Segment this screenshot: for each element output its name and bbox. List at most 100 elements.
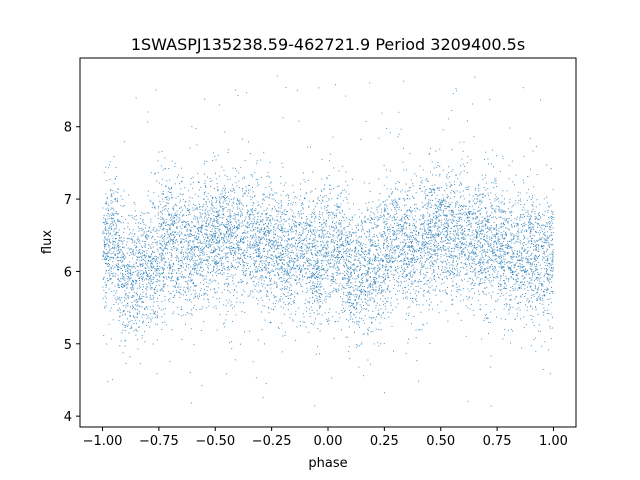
data-point [531, 242, 533, 244]
data-point [476, 277, 478, 279]
data-point [368, 229, 370, 231]
data-point [256, 246, 258, 248]
data-point [504, 224, 505, 225]
data-point [505, 232, 507, 233]
data-point [349, 357, 351, 359]
data-point [325, 301, 327, 303]
data-point [223, 238, 225, 240]
data-point [264, 287, 266, 289]
data-point [535, 267, 537, 269]
data-point [408, 219, 410, 220]
data-point [524, 230, 526, 232]
data-point [215, 271, 217, 273]
data-point [252, 202, 254, 203]
data-point [276, 284, 278, 286]
data-point [408, 187, 410, 189]
data-point [324, 299, 325, 301]
data-point [373, 283, 375, 285]
data-point [328, 263, 330, 265]
data-point [222, 208, 224, 210]
data-point [410, 247, 412, 249]
data-point [338, 206, 340, 208]
data-point [267, 217, 269, 219]
data-point [520, 200, 522, 202]
data-point [234, 290, 236, 291]
data-point [551, 216, 553, 218]
data-point [123, 284, 124, 286]
data-point [448, 242, 450, 244]
data-point [181, 276, 182, 278]
data-point [300, 195, 302, 197]
data-point [154, 206, 155, 208]
data-point [502, 266, 504, 268]
data-point [499, 245, 501, 247]
data-point [177, 268, 179, 270]
data-point [274, 245, 276, 247]
data-point [156, 373, 158, 375]
data-point [435, 260, 437, 262]
data-point [338, 267, 340, 269]
data-point [266, 239, 268, 241]
data-point [489, 229, 491, 231]
data-point [360, 138, 362, 140]
data-point [217, 253, 219, 255]
data-point [357, 286, 359, 288]
data-point [422, 234, 424, 236]
data-point [548, 273, 550, 275]
data-point [221, 217, 223, 219]
data-point [498, 228, 500, 229]
data-point [473, 261, 475, 262]
data-point [477, 271, 479, 273]
data-point [167, 224, 169, 225]
data-point [327, 258, 329, 260]
data-point [336, 250, 338, 252]
data-point [197, 172, 199, 174]
data-point [546, 287, 548, 289]
data-point [194, 260, 196, 262]
data-point [347, 251, 349, 253]
data-point [136, 287, 138, 289]
data-point [205, 278, 207, 280]
data-point [520, 318, 521, 320]
data-point [170, 280, 172, 282]
data-point [160, 225, 162, 227]
data-point [288, 265, 290, 267]
data-point [437, 245, 439, 247]
data-point [531, 283, 533, 285]
data-point [277, 326, 279, 328]
data-point [193, 252, 195, 254]
data-point [203, 293, 205, 294]
data-point [437, 228, 439, 230]
data-point [342, 200, 344, 202]
data-point [279, 244, 281, 246]
data-point [488, 244, 490, 246]
data-point [536, 247, 537, 249]
data-point [497, 276, 499, 278]
data-point [221, 195, 223, 197]
data-point [410, 323, 412, 325]
data-point [174, 269, 175, 271]
data-point [341, 304, 343, 306]
data-point [114, 254, 116, 256]
data-point [137, 253, 139, 254]
data-point [520, 281, 522, 283]
data-point [241, 280, 243, 282]
data-point [267, 172, 269, 173]
data-point [161, 234, 163, 236]
data-point [240, 256, 242, 258]
data-point [296, 246, 298, 248]
data-point [193, 203, 195, 205]
data-point [399, 181, 400, 183]
data-point [394, 216, 396, 218]
data-point [236, 204, 238, 206]
data-point [455, 296, 457, 298]
data-point [142, 277, 144, 279]
data-point [160, 259, 162, 261]
data-point [152, 276, 154, 278]
data-point [458, 289, 460, 291]
data-point [318, 235, 320, 237]
data-point [216, 298, 218, 300]
data-point [366, 278, 368, 280]
data-point [308, 224, 310, 225]
data-point [122, 273, 123, 274]
